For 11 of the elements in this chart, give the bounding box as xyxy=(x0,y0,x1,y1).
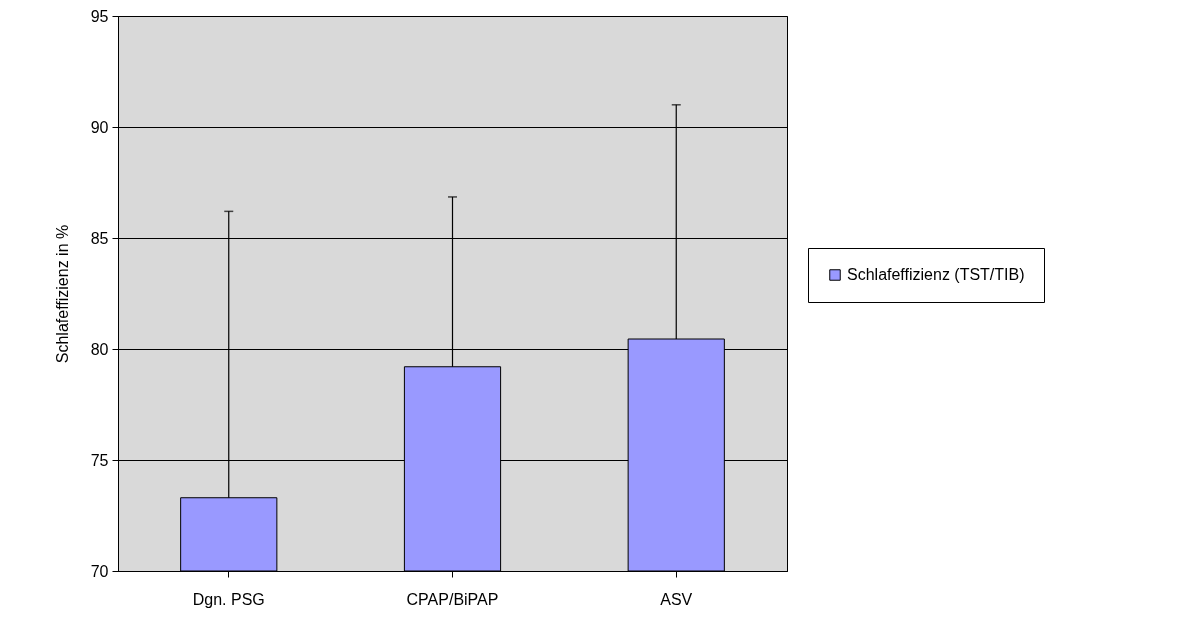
x-tick-label: ASV xyxy=(660,590,693,608)
x-tick-label: Dgn. PSG xyxy=(192,590,265,608)
y-tick-label: 75 xyxy=(90,451,109,469)
y-tick-label: 85 xyxy=(90,229,109,247)
y-tick-label: 90 xyxy=(90,118,109,136)
x-tick-label: CPAP/BiPAP xyxy=(406,590,499,608)
y-tick-label: 70 xyxy=(90,562,109,580)
y-axis-title: Schlafeffizienz in % xyxy=(53,224,71,364)
y-tick-label: 95 xyxy=(90,7,109,25)
legend-label: Schlafeffizienz (TST/TIB) xyxy=(847,266,1025,283)
y-tick-label: 80 xyxy=(90,340,109,358)
